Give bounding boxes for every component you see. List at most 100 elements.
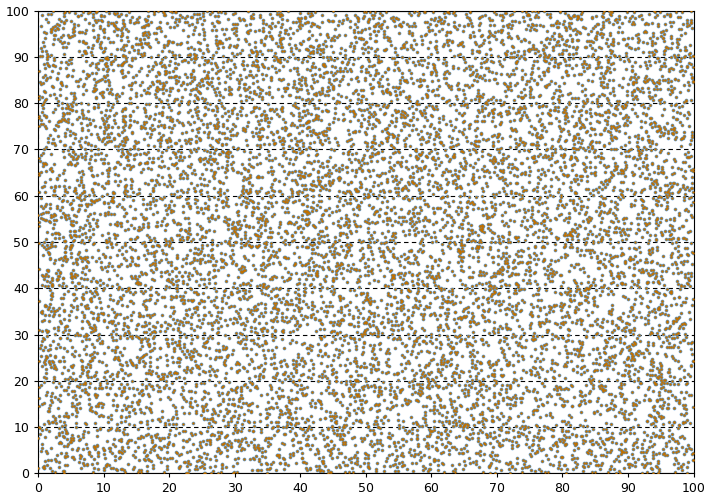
Point xyxy=(159,327,171,335)
Point xyxy=(501,361,513,369)
Point xyxy=(415,166,427,174)
Point xyxy=(547,432,558,440)
Point xyxy=(618,224,629,232)
Point xyxy=(109,346,120,354)
Point xyxy=(125,192,137,200)
Point xyxy=(163,37,174,45)
Point xyxy=(125,297,137,305)
Point xyxy=(656,412,667,420)
Point xyxy=(337,228,348,236)
Point xyxy=(457,53,469,61)
Point xyxy=(444,298,455,306)
Point xyxy=(303,263,314,271)
Point xyxy=(240,239,252,247)
Point xyxy=(403,448,415,456)
Point xyxy=(302,416,314,424)
Point xyxy=(619,158,631,166)
Point xyxy=(144,261,155,269)
Point xyxy=(363,62,374,70)
Point xyxy=(524,258,535,266)
Point xyxy=(573,235,584,243)
Point xyxy=(309,101,320,109)
Point xyxy=(119,344,130,352)
Point xyxy=(146,328,158,336)
Point xyxy=(642,136,653,144)
Point xyxy=(535,296,547,304)
Point xyxy=(341,68,353,76)
Point xyxy=(342,80,353,88)
Point xyxy=(311,91,322,99)
Point xyxy=(196,204,207,212)
Point xyxy=(80,254,91,262)
Point xyxy=(488,33,500,41)
Point xyxy=(581,431,592,439)
Point xyxy=(75,357,87,365)
Point xyxy=(33,434,44,442)
Point xyxy=(335,316,346,324)
Point xyxy=(428,61,439,69)
Point xyxy=(94,379,105,387)
Point xyxy=(447,300,459,308)
Point xyxy=(403,9,415,17)
Point xyxy=(417,293,429,301)
Point xyxy=(554,197,565,205)
Point xyxy=(453,449,464,457)
Point xyxy=(237,335,249,343)
Point xyxy=(634,266,645,274)
Point xyxy=(661,188,673,196)
Point xyxy=(680,216,692,224)
Point xyxy=(38,120,49,128)
Point xyxy=(491,145,503,153)
Point xyxy=(322,33,333,41)
Point xyxy=(97,88,109,96)
Point xyxy=(574,124,585,132)
Point xyxy=(459,81,471,89)
Point xyxy=(358,250,369,258)
Point xyxy=(152,387,164,395)
Point xyxy=(100,361,112,369)
Point xyxy=(663,85,674,93)
Point xyxy=(83,19,95,27)
Point xyxy=(453,246,464,255)
Point xyxy=(131,385,142,393)
Point xyxy=(71,330,82,338)
Point xyxy=(652,457,663,465)
Point xyxy=(626,350,638,358)
Point xyxy=(429,456,441,464)
Point xyxy=(582,328,593,336)
Point xyxy=(652,193,663,201)
Point xyxy=(292,188,303,196)
Point xyxy=(119,112,131,120)
Point xyxy=(574,265,585,273)
Point xyxy=(619,395,630,403)
Point xyxy=(368,297,380,305)
Point xyxy=(468,318,479,326)
Point xyxy=(372,392,383,400)
Point xyxy=(111,9,122,17)
Point xyxy=(565,381,577,389)
Point xyxy=(559,216,570,224)
Point xyxy=(329,335,341,343)
Point xyxy=(439,10,450,18)
Point xyxy=(672,40,683,48)
Point xyxy=(295,356,306,364)
Point xyxy=(562,172,573,180)
Point xyxy=(572,12,583,20)
Point xyxy=(311,201,323,209)
Point xyxy=(198,304,210,312)
Point xyxy=(191,333,203,341)
Point xyxy=(126,177,137,185)
Point xyxy=(670,93,682,101)
Point xyxy=(203,436,215,444)
Point xyxy=(528,255,540,263)
Point xyxy=(520,81,532,89)
Point xyxy=(146,334,158,342)
Point xyxy=(495,174,506,182)
Point xyxy=(526,20,538,28)
Point xyxy=(270,313,282,321)
Point xyxy=(290,153,301,161)
Point xyxy=(167,267,178,275)
Point xyxy=(540,286,552,294)
Point xyxy=(515,306,526,314)
Point xyxy=(57,203,68,211)
